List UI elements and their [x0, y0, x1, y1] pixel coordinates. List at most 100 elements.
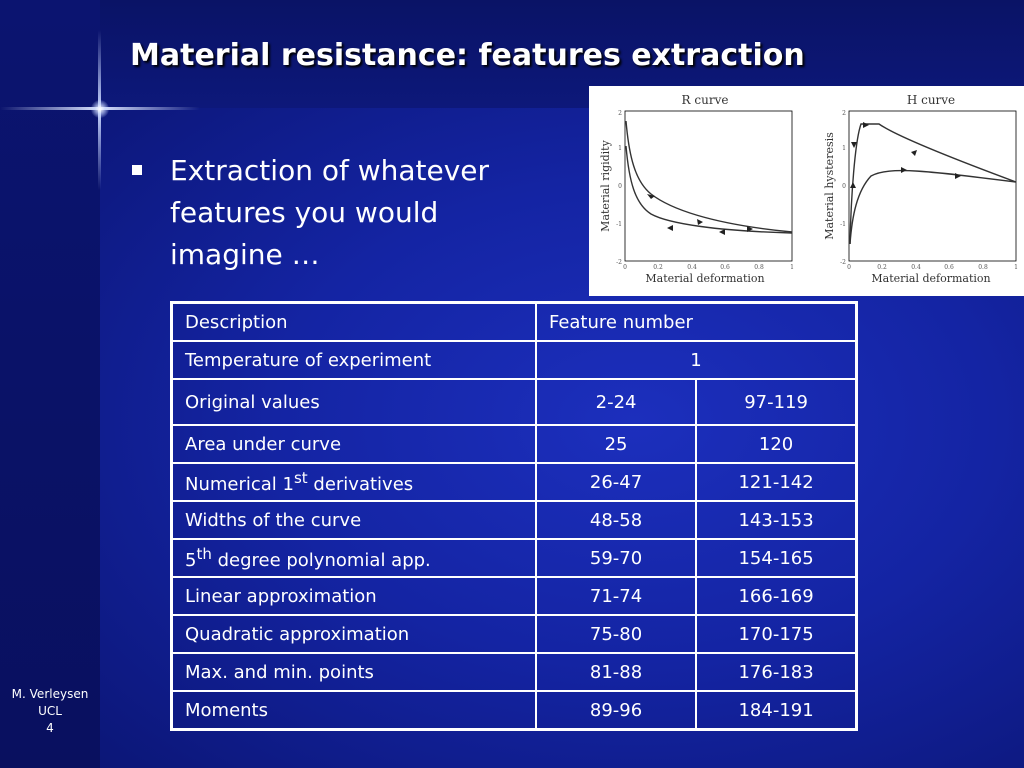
h-xtick: 0.2	[877, 264, 887, 271]
h-ytick: 1	[842, 145, 846, 152]
row-feature-range-h: 143-153	[695, 500, 858, 540]
h-arrow	[851, 142, 857, 148]
bullet-list: Extraction of whatever features you woul…	[132, 150, 552, 276]
h-arrow	[850, 182, 856, 188]
table-row: Linear approximation 71-74 166-169	[170, 576, 858, 616]
table-row: Original values 2-24 97-119	[170, 378, 858, 426]
row-feature-range-h: 154-165	[695, 538, 858, 578]
h-arrow	[911, 150, 917, 156]
h-curve-ylabel: Material hysteresis	[823, 132, 836, 240]
bullet-item: Extraction of whatever features you woul…	[132, 150, 552, 276]
table-header-row: Description Feature number	[170, 301, 858, 342]
row-feature-range-h: 184-191	[695, 690, 858, 731]
row-description: Quadratic approximation	[170, 614, 537, 654]
row-description-text: degree polynomial app.	[211, 550, 431, 571]
row-description: Numerical 1st derivatives	[170, 462, 537, 502]
r-curve-xlabel: Material deformation	[645, 272, 764, 285]
h-curve-title: H curve	[907, 93, 955, 107]
table-row: Widths of the curve 48-58 143-153	[170, 500, 858, 540]
row-description-text: 5	[185, 550, 197, 571]
row-description: Max. and min. points	[170, 652, 537, 692]
row-feature-range-h: 170-175	[695, 614, 858, 654]
r-ytick: -2	[616, 259, 622, 266]
header-feature-number: Feature number	[534, 301, 858, 342]
table-row: Numerical 1st derivatives 26-47 121-142	[170, 462, 858, 502]
h-xtick: 0.6	[944, 264, 954, 271]
row-feature-range-r: 89-96	[534, 690, 698, 731]
row-feature-range-r: 75-80	[534, 614, 698, 654]
row-description-superscript: th	[196, 545, 212, 563]
row-description-superscript: st	[293, 469, 308, 487]
h-xtick: 1	[1014, 264, 1018, 271]
square-bullet-icon	[132, 165, 142, 175]
sidebar	[0, 0, 100, 768]
r-xtick: 0.6	[720, 264, 730, 271]
r-arrow	[697, 219, 703, 225]
row-description: Area under curve	[170, 424, 537, 464]
row-description: Linear approximation	[170, 576, 537, 616]
r-xtick: 0	[623, 264, 627, 271]
footer-page-number: 4	[46, 721, 54, 735]
row-feature-range-h: 97-119	[695, 378, 858, 426]
r-arrow	[647, 194, 655, 199]
table-row: Area under curve 25 120	[170, 424, 858, 464]
row-description-text: derivatives	[307, 474, 414, 495]
h-xtick: 0	[847, 264, 851, 271]
curves-figure: R curve 2 1 0 -1 -2 0 0.2 0.4 0.6 0.8 1	[589, 86, 1024, 296]
row-feature-range-h: 176-183	[695, 652, 858, 692]
slide-footer: M. Verleysen UCL 4	[0, 686, 100, 737]
h-ytick: 2	[842, 110, 846, 117]
table-row: Quadratic approximation 75-80 170-175	[170, 614, 858, 654]
h-curve-xlabel: Material deformation	[871, 272, 990, 285]
row-feature-range-h: 121-142	[695, 462, 858, 502]
h-curve-upper-branch	[849, 123, 1017, 245]
row-feature-range-r: 26-47	[534, 462, 698, 502]
r-curve-panel: R curve 2 1 0 -1 -2 0 0.2 0.4 0.6 0.8 1	[599, 93, 794, 285]
h-curve-panel: H curve 2 1 0 -1 -2 0 0.2 0.4 0.6 0.8 1	[823, 93, 1018, 285]
r-curve-axes	[624, 110, 793, 262]
row-description-text: Numerical 1	[185, 474, 294, 495]
row-description: Moments	[170, 690, 537, 731]
r-xtick: 0.2	[653, 264, 663, 271]
h-xtick: 0.4	[911, 264, 921, 271]
r-curve-lower-branch	[625, 145, 793, 234]
bullet-text: Extraction of whatever features you woul…	[170, 154, 490, 271]
row-description: Temperature of experiment	[170, 340, 537, 380]
r-xtick: 0.4	[687, 264, 697, 271]
h-ytick: -2	[840, 259, 846, 266]
features-table: Description Feature number Temperature o…	[170, 301, 858, 731]
footer-author: M. Verleysen	[11, 687, 89, 701]
h-arrow	[955, 173, 961, 179]
r-curve-ylabel: Material rigidity	[599, 139, 612, 231]
h-xtick: 0.8	[978, 264, 988, 271]
row-feature-range-h: 166-169	[695, 576, 858, 616]
header-description: Description	[170, 301, 537, 342]
r-arrow	[719, 229, 725, 235]
r-ytick: 2	[618, 110, 622, 117]
row-feature-range-r: 81-88	[534, 652, 698, 692]
h-curve-axes	[848, 110, 1017, 262]
row-description: Original values	[170, 378, 537, 426]
decorative-star-icon	[91, 100, 109, 118]
h-ytick: -1	[840, 221, 846, 228]
row-feature-range-h: 120	[695, 424, 858, 464]
row-description: Widths of the curve	[170, 500, 537, 540]
row-feature-range-r: 25	[534, 424, 698, 464]
table-row: Temperature of experiment 1	[170, 340, 858, 380]
row-feature-value: 1	[534, 340, 858, 380]
footer-institution: UCL	[38, 704, 62, 718]
r-ytick: 1	[618, 145, 622, 152]
table-row: Moments 89-96 184-191	[170, 690, 858, 731]
h-arrow	[901, 167, 907, 173]
row-feature-range-r: 71-74	[534, 576, 698, 616]
r-arrow	[747, 226, 753, 232]
h-ytick: 0	[842, 183, 846, 190]
row-feature-range-r: 48-58	[534, 500, 698, 540]
r-xtick: 1	[790, 264, 794, 271]
h-curve-lower-branch	[849, 169, 1017, 245]
row-feature-range-r: 2-24	[534, 378, 698, 426]
r-curve-upper-branch	[625, 120, 793, 233]
r-xtick: 0.8	[754, 264, 764, 271]
r-curve-title: R curve	[682, 93, 729, 107]
